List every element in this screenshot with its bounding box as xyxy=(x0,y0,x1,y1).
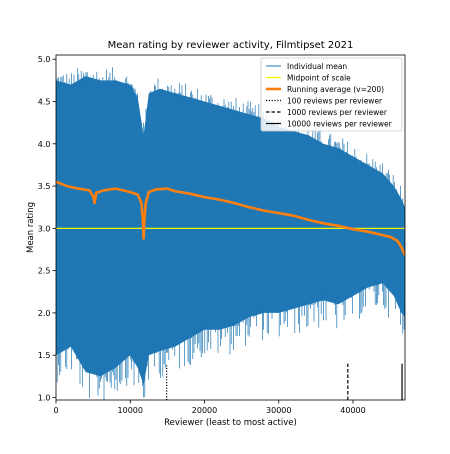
y-tick-label: 2.5 xyxy=(38,267,51,276)
x-axis-label: Reviewer (least to most active) xyxy=(164,418,297,428)
axes-group: 0 10000 20000 30000 40000 1.0 1.5 2.0 2.5 3.0 3.5 4… xyxy=(38,55,366,415)
legend-label: 10000 reviews per reviewer xyxy=(287,120,393,129)
plot-frame xyxy=(55,54,406,401)
y-tick-label: 4.5 xyxy=(38,98,51,107)
x-tick-label: 30000 xyxy=(266,406,291,415)
y-tick-label: 3.0 xyxy=(38,224,51,233)
individual-mean-spikes xyxy=(56,67,405,400)
y-tick-label: 4.0 xyxy=(38,140,51,149)
chart-title: Mean rating by reviewer activity, Filmti… xyxy=(108,40,354,51)
individual-mean-band xyxy=(56,67,405,400)
legend-label: 1000 reviews per reviewer xyxy=(287,108,388,117)
x-tick-label: 40000 xyxy=(340,406,365,415)
y-tick-label: 2.0 xyxy=(38,309,51,318)
individual-mean-band-fill xyxy=(56,76,405,385)
y-tick-label: 1.0 xyxy=(38,393,51,402)
legend-label: Midpoint of scale xyxy=(287,74,351,83)
x-tick-label: 20000 xyxy=(192,406,217,415)
legend-label: 100 reviews per reviewer xyxy=(287,97,383,106)
legend-box xyxy=(260,57,403,132)
plot-area xyxy=(56,67,405,400)
y-tick-label: 5.0 xyxy=(38,55,51,64)
legend-label: Running average (v=200) xyxy=(287,85,384,94)
x-tick-label: 0 xyxy=(53,406,58,415)
y-tick-label: 3.5 xyxy=(38,182,51,191)
running-average-line xyxy=(56,180,405,256)
legend-label: Individual mean xyxy=(287,62,347,71)
x-tick-label: 10000 xyxy=(118,406,143,415)
y-tick-label: 1.5 xyxy=(38,351,51,360)
y-axis-label: Mean rating xyxy=(26,202,36,253)
legend: Individual mean Midpoint of scale Running … xyxy=(260,57,403,132)
